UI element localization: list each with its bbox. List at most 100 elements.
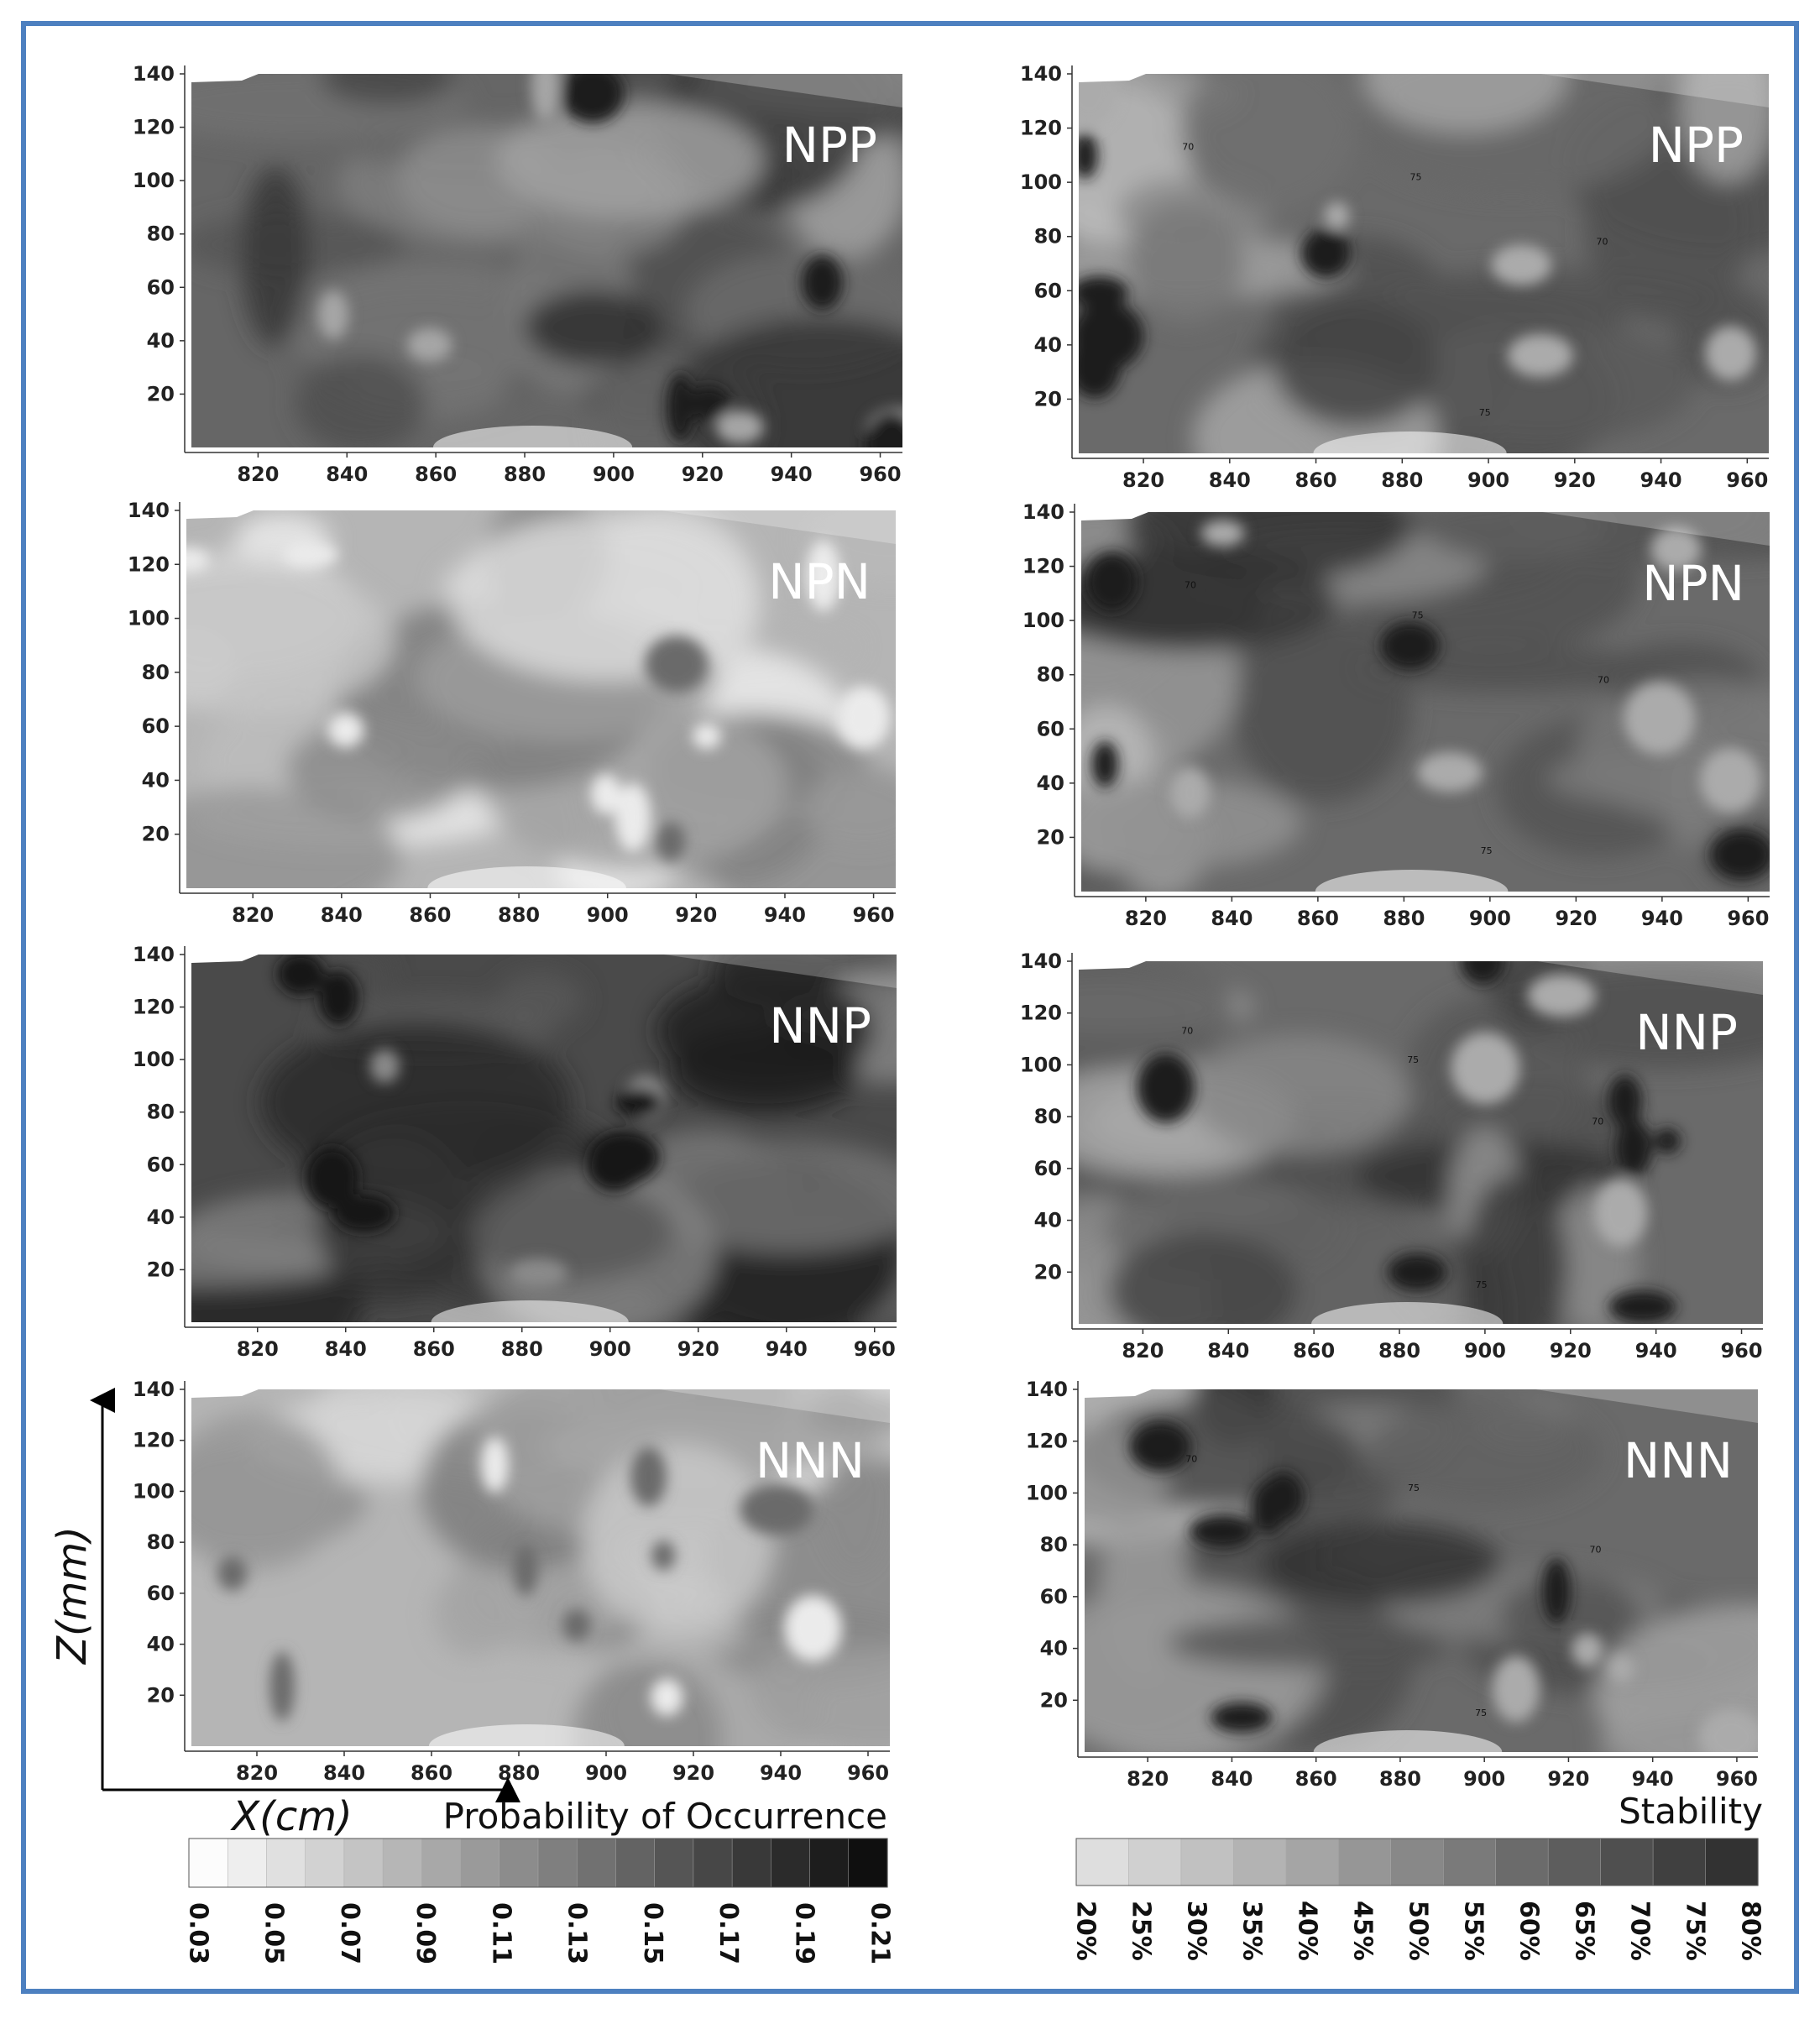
x-tick-label: 960: [853, 903, 895, 927]
contour-label: 75: [1407, 1054, 1419, 1065]
colorbar-swatch: [1600, 1838, 1654, 1886]
colorbar-tick-label: 60%: [1514, 1901, 1544, 1961]
y-tick-label: 20: [1040, 1688, 1068, 1712]
colorbar-swatch: [382, 1838, 423, 1888]
colorbar-tick-label: 80%: [1736, 1901, 1765, 1961]
colorbar-swatch: [771, 1838, 811, 1888]
y-tick-label: 100: [1026, 1481, 1068, 1504]
colorbar-tick-label: 0.07: [335, 1902, 364, 1964]
x-tick-label: 880: [1381, 468, 1423, 492]
colorbar-swatch: [343, 1838, 384, 1888]
panel-name: NNP: [769, 997, 871, 1054]
contour-label: 70: [1590, 1544, 1602, 1555]
x-tick-label: 880: [498, 1761, 540, 1785]
y-tick-label: 120: [1020, 1002, 1062, 1025]
y-tick-label: 40: [1037, 772, 1064, 795]
y-tick-label: 140: [1026, 1378, 1068, 1401]
y-tick-label: 60: [1037, 717, 1064, 740]
y-tick-label: 60: [1034, 279, 1062, 302]
colorbar-frame: [1075, 1838, 1759, 1886]
contour-field: [1079, 961, 1763, 1324]
x-tick-label: 840: [1207, 1339, 1249, 1363]
colorbar-swatch: [1652, 1838, 1707, 1886]
y-tick-label: 120: [1022, 555, 1064, 578]
x-tick-label: 860: [1293, 1339, 1335, 1363]
x-tick-label: 840: [1211, 1767, 1253, 1791]
colorbar-swatch: [809, 1838, 850, 1888]
x-tick-label: 940: [771, 463, 813, 486]
y-tick-label: 120: [133, 996, 175, 1019]
x-tick-label: 900: [1469, 907, 1511, 930]
y-tick-label: 60: [1040, 1585, 1068, 1608]
x-tick-label: 960: [1726, 468, 1768, 492]
colorbar-swatch: [1547, 1838, 1602, 1886]
y-tick-label: 60: [1034, 1157, 1062, 1180]
x-tick-label: 880: [498, 903, 540, 927]
colorbar-tick-label: 25%: [1127, 1901, 1156, 1961]
axes: 820 840 860 880 900 920 940 960 140 120 100 80 60 40 2…: [128, 499, 896, 927]
colorbar-swatch: [1285, 1838, 1340, 1886]
colorbar-stability-title: Stability: [1619, 1791, 1763, 1832]
x-tick-label: 960: [1720, 1339, 1762, 1363]
x-tick-label: 840: [326, 463, 368, 486]
y-tick-label: 60: [142, 714, 170, 738]
y-tick-label: 80: [147, 1530, 175, 1554]
y-tick-label: 120: [133, 116, 175, 139]
x-tick-label: 900: [1464, 1339, 1506, 1363]
axes: 820 840 860 880 900 920 940 960 140 120 100 80 60 40 2…: [133, 943, 897, 1361]
colorbar-swatch: [1495, 1838, 1549, 1886]
y-tick-label: 100: [133, 169, 175, 192]
contour-field: [191, 74, 902, 447]
y-tick-label: 80: [1037, 663, 1064, 687]
colorbar-stability: Stability 20% 25% 30% 35% 40% 45% 50% 55% 60% 65%…: [1071, 1791, 1765, 1961]
y-tick-label: 20: [147, 382, 175, 405]
y-tick-label: 40: [142, 768, 170, 792]
contour-label: 70: [1592, 1116, 1603, 1127]
contour-label: 75: [1481, 845, 1493, 856]
x-tick-label: 860: [415, 463, 457, 486]
axes: 820 840 860 880 900 920 940 960 140 120 100 80 60 40 2…: [1020, 62, 1769, 492]
colorbar-swatch: [615, 1838, 656, 1888]
panel-stability-npn: NPN 70 75 70 75 820 840 860 880 900 920 940 960 140 12…: [1022, 500, 1770, 930]
axes: 820 840 860 880 900 920 940 960 140 120 100 80 60 40 2…: [1020, 949, 1763, 1363]
y-tick-label: 100: [133, 1048, 175, 1071]
contour-label: 75: [1476, 1279, 1488, 1290]
y-tick-label: 140: [133, 62, 175, 86]
colorbar-tick-label: 75%: [1681, 1901, 1710, 1961]
colorbar-tick-label: 70%: [1625, 1901, 1655, 1961]
contour-label: 75: [1479, 407, 1491, 418]
panel-probability-npp: NPP 820 840 860 880 900 920 940 960 140 120 100 80 60…: [133, 62, 902, 486]
colorbar-tick-label: 35%: [1237, 1901, 1267, 1961]
x-tick-label: 920: [675, 903, 717, 927]
x-tick-label: 820: [1127, 1767, 1169, 1791]
x-tick-label: 820: [237, 463, 279, 486]
x-tick-label: 840: [1211, 907, 1253, 930]
colorbar-swatch: [1128, 1838, 1182, 1886]
y-tick-label: 100: [133, 1479, 175, 1503]
x-tick-label: 840: [323, 1761, 365, 1785]
y-tick-label: 140: [1022, 500, 1064, 524]
colorbar-tick-label: 30%: [1182, 1901, 1211, 1961]
contour-field: [191, 955, 897, 1322]
y-tick-label: 140: [1020, 62, 1062, 86]
x-tick-label: 880: [501, 1337, 543, 1361]
colorbar-tick-label: 45%: [1348, 1901, 1378, 1961]
x-tick-label: 900: [585, 1761, 627, 1785]
y-tick-label: 100: [1020, 170, 1062, 194]
contour-label: 70: [1597, 236, 1608, 247]
y-tick-label: 20: [147, 1683, 175, 1707]
contour-label: 70: [1598, 674, 1609, 685]
colorbar-swatch: [188, 1838, 228, 1888]
x-tick-label: 900: [589, 1337, 631, 1361]
colorbar-swatch: [537, 1838, 578, 1888]
x-tick-label: 960: [854, 1337, 896, 1361]
colorbar-swatch: [266, 1838, 306, 1888]
colorbar-swatch: [1705, 1838, 1759, 1886]
colorbar-swatch: [1390, 1838, 1444, 1886]
contour-label: 75: [1475, 1708, 1487, 1718]
x-tick-label: 840: [1209, 468, 1251, 492]
colorbar-tick-label: 0.05: [259, 1902, 289, 1964]
x-tick-label: 900: [593, 463, 635, 486]
y-tick-label: 80: [1034, 1105, 1062, 1128]
contour-field: [1081, 512, 1770, 892]
